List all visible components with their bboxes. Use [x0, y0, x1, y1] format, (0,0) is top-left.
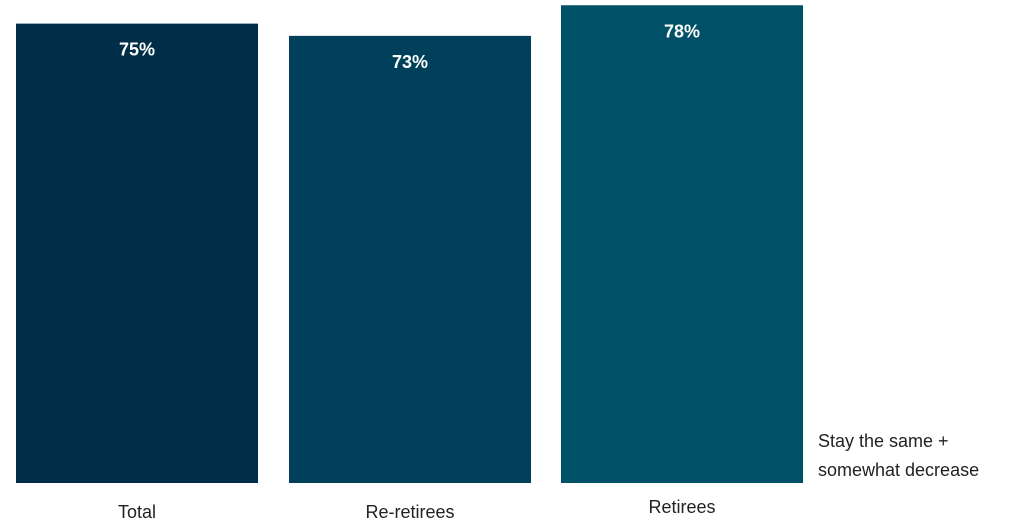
legend: Stay the same + somewhat decrease [818, 431, 979, 480]
bar-value-label: 73% [392, 52, 428, 72]
category-label: Re-retirees [365, 502, 454, 522]
bar-re-retirees [289, 35, 531, 483]
bar-total [16, 23, 258, 483]
category-label: Retirees [648, 497, 715, 517]
bar-value-label: 75% [119, 40, 155, 60]
legend-label-line-1: Stay the same + [818, 431, 949, 451]
bar-retirees [561, 5, 803, 483]
bars-group [16, 5, 803, 483]
legend-label-line-2: somewhat decrease [818, 460, 979, 480]
category-label: Total [118, 502, 156, 522]
value-labels-group: 75% 73% 78% [119, 21, 700, 72]
category-labels-group: Total Re-retirees Retirees [118, 497, 716, 522]
bar-value-label: 78% [664, 21, 700, 41]
